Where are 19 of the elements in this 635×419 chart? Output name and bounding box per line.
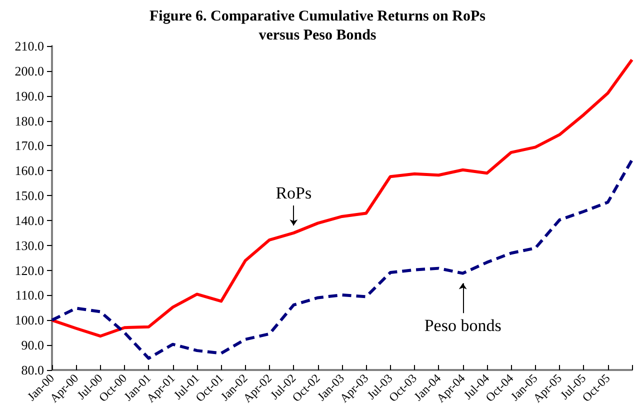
y-tick-label: 120.0	[14, 262, 44, 278]
y-tick-label: 110.0	[15, 288, 44, 303]
y-tick-label: 160.0	[14, 163, 44, 178]
y-tick-label: 140.0	[14, 212, 44, 228]
y-tick-label: 180.0	[14, 113, 44, 128]
chart-title: Figure 6. Comparative Cumulative Returns on RoPs versus Peso Bonds	[150, 8, 486, 44]
y-tick-label: 190.0	[14, 88, 44, 104]
y-tick-label: 80.0	[21, 362, 44, 378]
annotation: Peso bonds	[424, 316, 502, 336]
line-series	[50, 158, 634, 360]
y-tick-label: 150.0	[14, 188, 44, 204]
y-tick-label: 210.0	[14, 38, 44, 54]
y-tick-label: 90.0	[21, 338, 44, 353]
y-tick-label: 130.0	[14, 238, 44, 253]
annotation: RoPs	[276, 184, 312, 203]
y-tick-label: 200.0	[14, 63, 44, 78]
y-tick-label: 100.0	[14, 312, 44, 328]
line-series	[50, 58, 634, 338]
y-tick-label: 170.0	[14, 138, 44, 154]
